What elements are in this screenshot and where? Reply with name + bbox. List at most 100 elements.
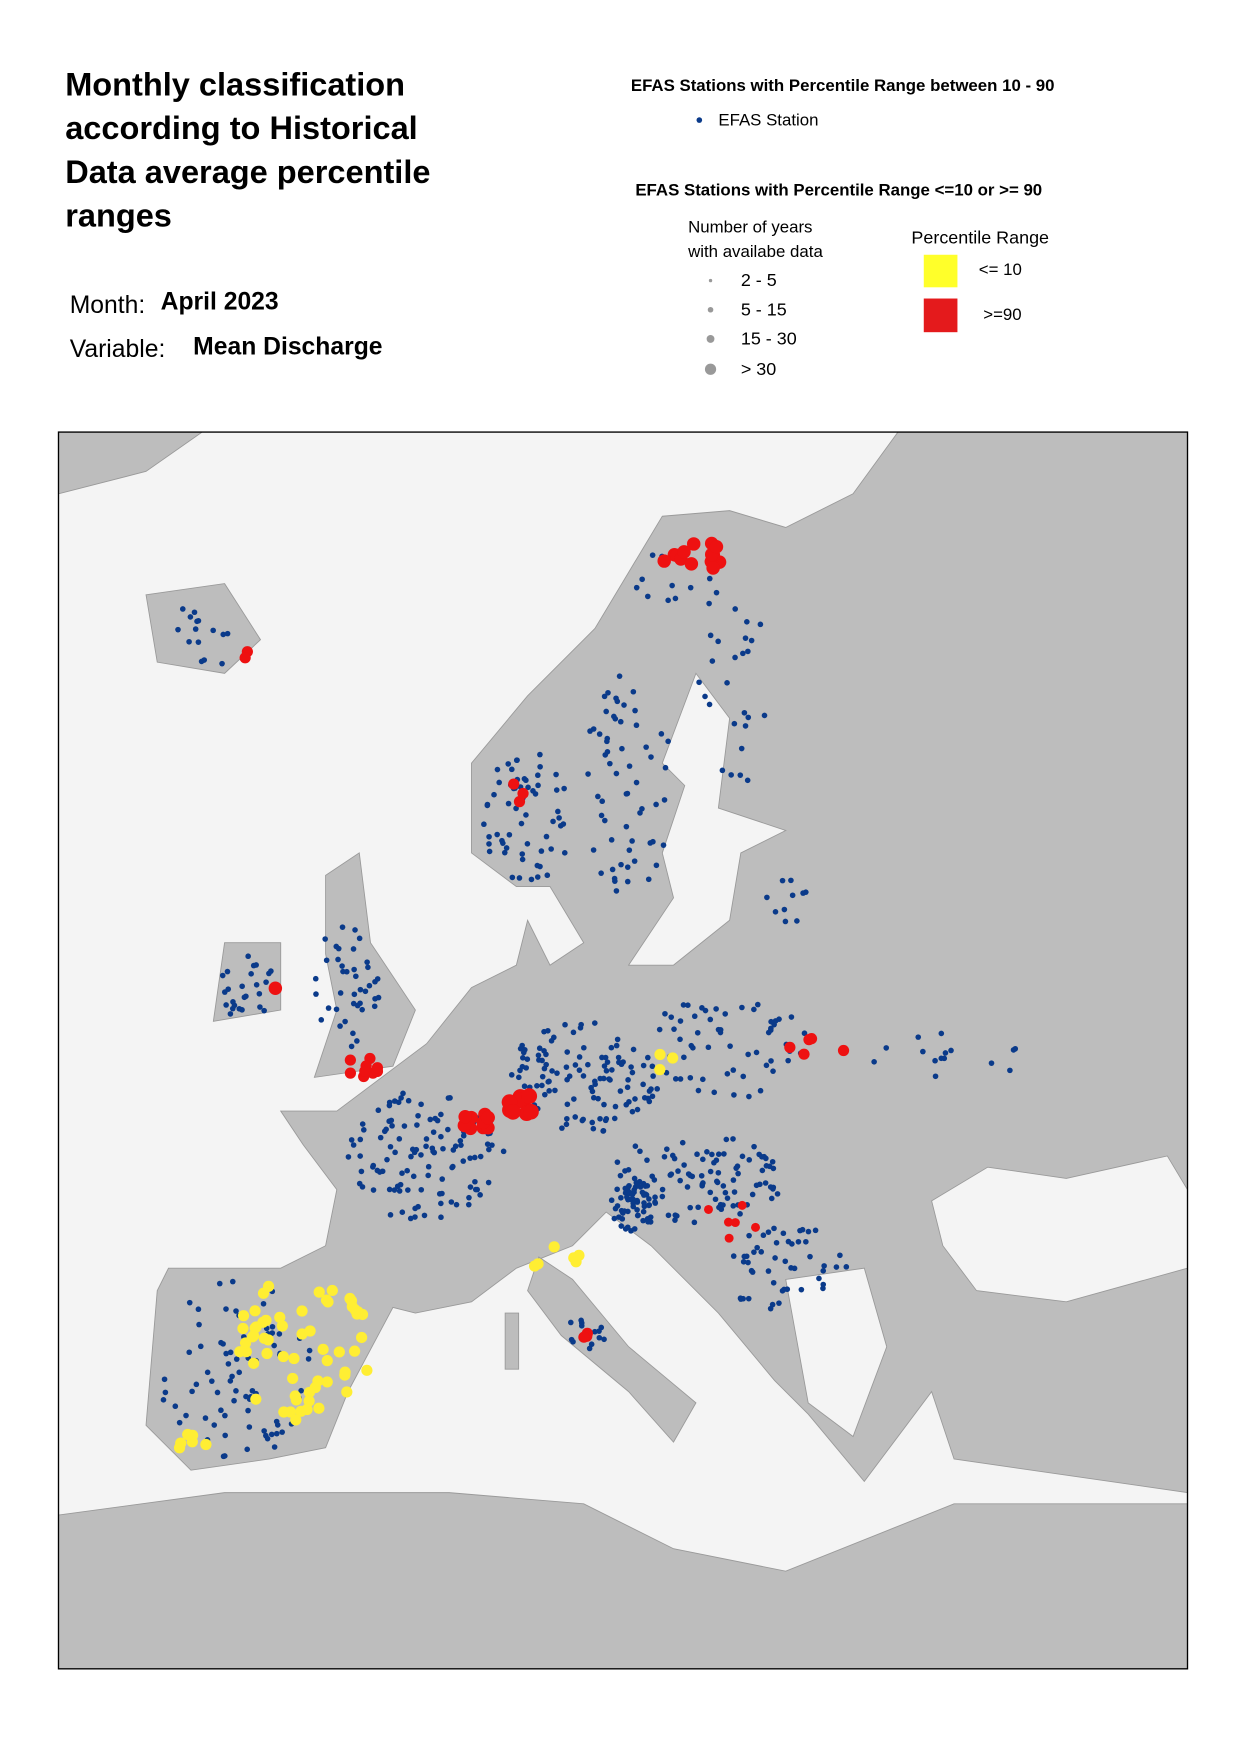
station bbox=[751, 1143, 757, 1150]
station bbox=[617, 1172, 624, 1179]
station bbox=[271, 1342, 277, 1349]
station bbox=[751, 1006, 757, 1013]
station bbox=[621, 1208, 628, 1214]
station bbox=[611, 1215, 618, 1222]
station bbox=[639, 576, 645, 583]
station bbox=[616, 673, 623, 679]
station bbox=[412, 1214, 418, 1220]
station bbox=[737, 772, 744, 778]
station bbox=[534, 1082, 540, 1089]
station bbox=[392, 1149, 398, 1156]
station bbox=[837, 1252, 843, 1259]
station bbox=[617, 1088, 624, 1094]
station bbox=[520, 1055, 526, 1061]
station bbox=[538, 848, 545, 854]
station bbox=[306, 1347, 313, 1354]
station bbox=[379, 1168, 386, 1175]
station bbox=[699, 1182, 705, 1189]
station bbox=[534, 874, 541, 880]
station bbox=[500, 840, 506, 846]
station bbox=[532, 1258, 544, 1270]
station bbox=[288, 1352, 300, 1365]
station bbox=[699, 1005, 705, 1011]
station bbox=[665, 1212, 672, 1219]
station bbox=[519, 856, 526, 863]
station bbox=[175, 626, 181, 633]
station bbox=[738, 1296, 744, 1302]
station bbox=[247, 1330, 260, 1342]
station bbox=[271, 1444, 278, 1450]
station bbox=[398, 1095, 404, 1101]
station bbox=[820, 1268, 827, 1274]
station bbox=[513, 805, 519, 812]
station bbox=[769, 1158, 776, 1165]
station bbox=[400, 1090, 406, 1097]
station bbox=[599, 798, 606, 805]
station bbox=[233, 1308, 239, 1314]
station bbox=[757, 621, 764, 628]
station bbox=[634, 1206, 640, 1213]
station bbox=[546, 1088, 552, 1094]
station bbox=[612, 1103, 619, 1110]
station bbox=[397, 1181, 404, 1188]
station bbox=[672, 1212, 679, 1218]
station bbox=[633, 584, 640, 591]
station bbox=[774, 1191, 781, 1197]
station bbox=[730, 1177, 737, 1183]
station bbox=[871, 1059, 877, 1065]
station bbox=[372, 978, 378, 985]
station bbox=[754, 1001, 761, 1008]
station bbox=[572, 1114, 579, 1120]
station bbox=[536, 1045, 543, 1052]
station bbox=[333, 1346, 345, 1358]
station bbox=[233, 1356, 240, 1362]
station bbox=[182, 1428, 194, 1441]
station bbox=[552, 1087, 558, 1094]
station bbox=[287, 1372, 299, 1385]
station bbox=[554, 1070, 560, 1076]
station bbox=[440, 1145, 446, 1152]
station bbox=[932, 1057, 938, 1064]
station bbox=[737, 1200, 747, 1210]
station bbox=[640, 1062, 647, 1069]
station bbox=[197, 1343, 204, 1350]
station bbox=[628, 1228, 634, 1234]
range-title: Percentile Range bbox=[911, 228, 1049, 248]
station bbox=[730, 1203, 737, 1209]
station bbox=[603, 1116, 610, 1122]
station bbox=[257, 1287, 270, 1299]
station bbox=[751, 1249, 757, 1255]
station bbox=[518, 820, 525, 827]
station bbox=[798, 1048, 810, 1060]
station bbox=[345, 1295, 358, 1307]
station bbox=[740, 1258, 747, 1265]
station bbox=[694, 1029, 701, 1036]
station bbox=[524, 841, 531, 847]
station bbox=[685, 1002, 691, 1009]
legend-title: EFAS Stations with Percentile Range betw… bbox=[631, 76, 1055, 95]
station bbox=[745, 1259, 751, 1266]
station bbox=[709, 1151, 715, 1158]
station bbox=[268, 981, 283, 995]
station bbox=[751, 1222, 760, 1232]
station bbox=[521, 776, 528, 782]
station bbox=[686, 537, 701, 551]
station bbox=[274, 1311, 286, 1323]
station bbox=[359, 1065, 371, 1077]
station bbox=[364, 959, 370, 965]
station bbox=[229, 1278, 236, 1285]
station bbox=[224, 968, 231, 975]
station bbox=[219, 660, 225, 667]
station bbox=[564, 1076, 570, 1083]
station bbox=[350, 946, 357, 952]
map-frame bbox=[57, 431, 1189, 1670]
station bbox=[883, 1045, 890, 1051]
legend-item: EFAS Station bbox=[718, 111, 818, 130]
station bbox=[709, 658, 716, 664]
station bbox=[537, 763, 543, 770]
station bbox=[564, 1049, 571, 1055]
station bbox=[706, 561, 720, 575]
station bbox=[696, 679, 702, 686]
station bbox=[211, 1422, 218, 1428]
